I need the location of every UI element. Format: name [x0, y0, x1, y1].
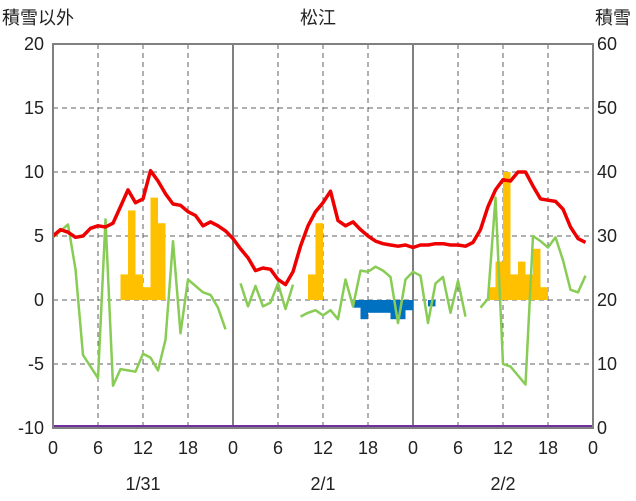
precip-bar	[510, 274, 518, 300]
line-series	[51, 168, 593, 428]
precip-bar	[540, 287, 548, 300]
precip-bar	[143, 287, 151, 300]
x-tick-label: 18	[358, 438, 378, 458]
x-tick-label: 18	[538, 438, 558, 458]
precip-bar	[390, 300, 398, 320]
precip-bar	[315, 223, 323, 300]
precip-bar	[533, 248, 541, 300]
precip-bar	[120, 274, 128, 300]
precip-bar	[308, 274, 316, 300]
grid-lines	[53, 44, 593, 428]
wind-line	[239, 282, 295, 311]
left-tick-label: 15	[24, 98, 44, 118]
right-tick-label: 20	[597, 290, 617, 310]
precip-bar	[353, 300, 361, 308]
precip-bar	[398, 300, 406, 320]
precip-bar	[158, 223, 166, 300]
x-tick-label: 12	[313, 438, 333, 458]
right-tick-label: 40	[597, 162, 617, 182]
right-tick-label: 60	[597, 34, 617, 54]
x-tick-label: 6	[453, 438, 463, 458]
left-tick-label: 10	[24, 162, 44, 182]
x-tick-label: 6	[273, 438, 283, 458]
left-tick-label: -10	[18, 418, 44, 438]
precip-bar	[150, 197, 158, 300]
precip-bar	[383, 300, 391, 313]
left-tick-label: 5	[34, 226, 44, 246]
precip-bar	[135, 274, 143, 300]
x-tick-label: 0	[228, 438, 238, 458]
date-label: 2/1	[310, 474, 335, 494]
x-tick-label: 0	[408, 438, 418, 458]
left-tick-label: -5	[28, 354, 44, 374]
right-tick-label: 0	[597, 418, 607, 438]
wind-line	[299, 265, 467, 325]
temperature-line	[51, 168, 587, 287]
right-axis-label: 積雪	[595, 8, 631, 28]
precip-bar	[128, 210, 136, 300]
x-tick-label: 0	[588, 438, 598, 458]
precip-bar	[503, 172, 511, 300]
right-tick-label: 10	[597, 354, 617, 374]
precip-bar	[488, 287, 496, 300]
date-label: 2/2	[490, 474, 515, 494]
x-tick-label: 12	[133, 438, 153, 458]
x-tick-label: 6	[93, 438, 103, 458]
precip-bar	[375, 300, 383, 313]
right-tick-label: 30	[597, 226, 617, 246]
x-tick-label: 12	[493, 438, 513, 458]
precip-bar	[368, 300, 376, 313]
x-tick-label: 18	[178, 438, 198, 458]
left-axis-label: 積雪以外	[2, 8, 74, 28]
date-label: 1/31	[125, 474, 160, 494]
plot-border	[52, 43, 594, 429]
chart-title: 松江	[300, 8, 336, 28]
precipitation-bars	[120, 172, 548, 320]
plot-frame	[52, 43, 594, 429]
precip-bar	[360, 300, 368, 320]
precip-bar	[405, 300, 413, 311]
wind-line	[52, 218, 227, 388]
right-tick-label: 50	[597, 98, 617, 118]
x-tick-label: 0	[48, 438, 58, 458]
precip-bar	[518, 261, 526, 300]
left-tick-label: 0	[34, 290, 44, 310]
left-tick-label: 20	[24, 34, 44, 54]
wind-line	[479, 196, 587, 386]
